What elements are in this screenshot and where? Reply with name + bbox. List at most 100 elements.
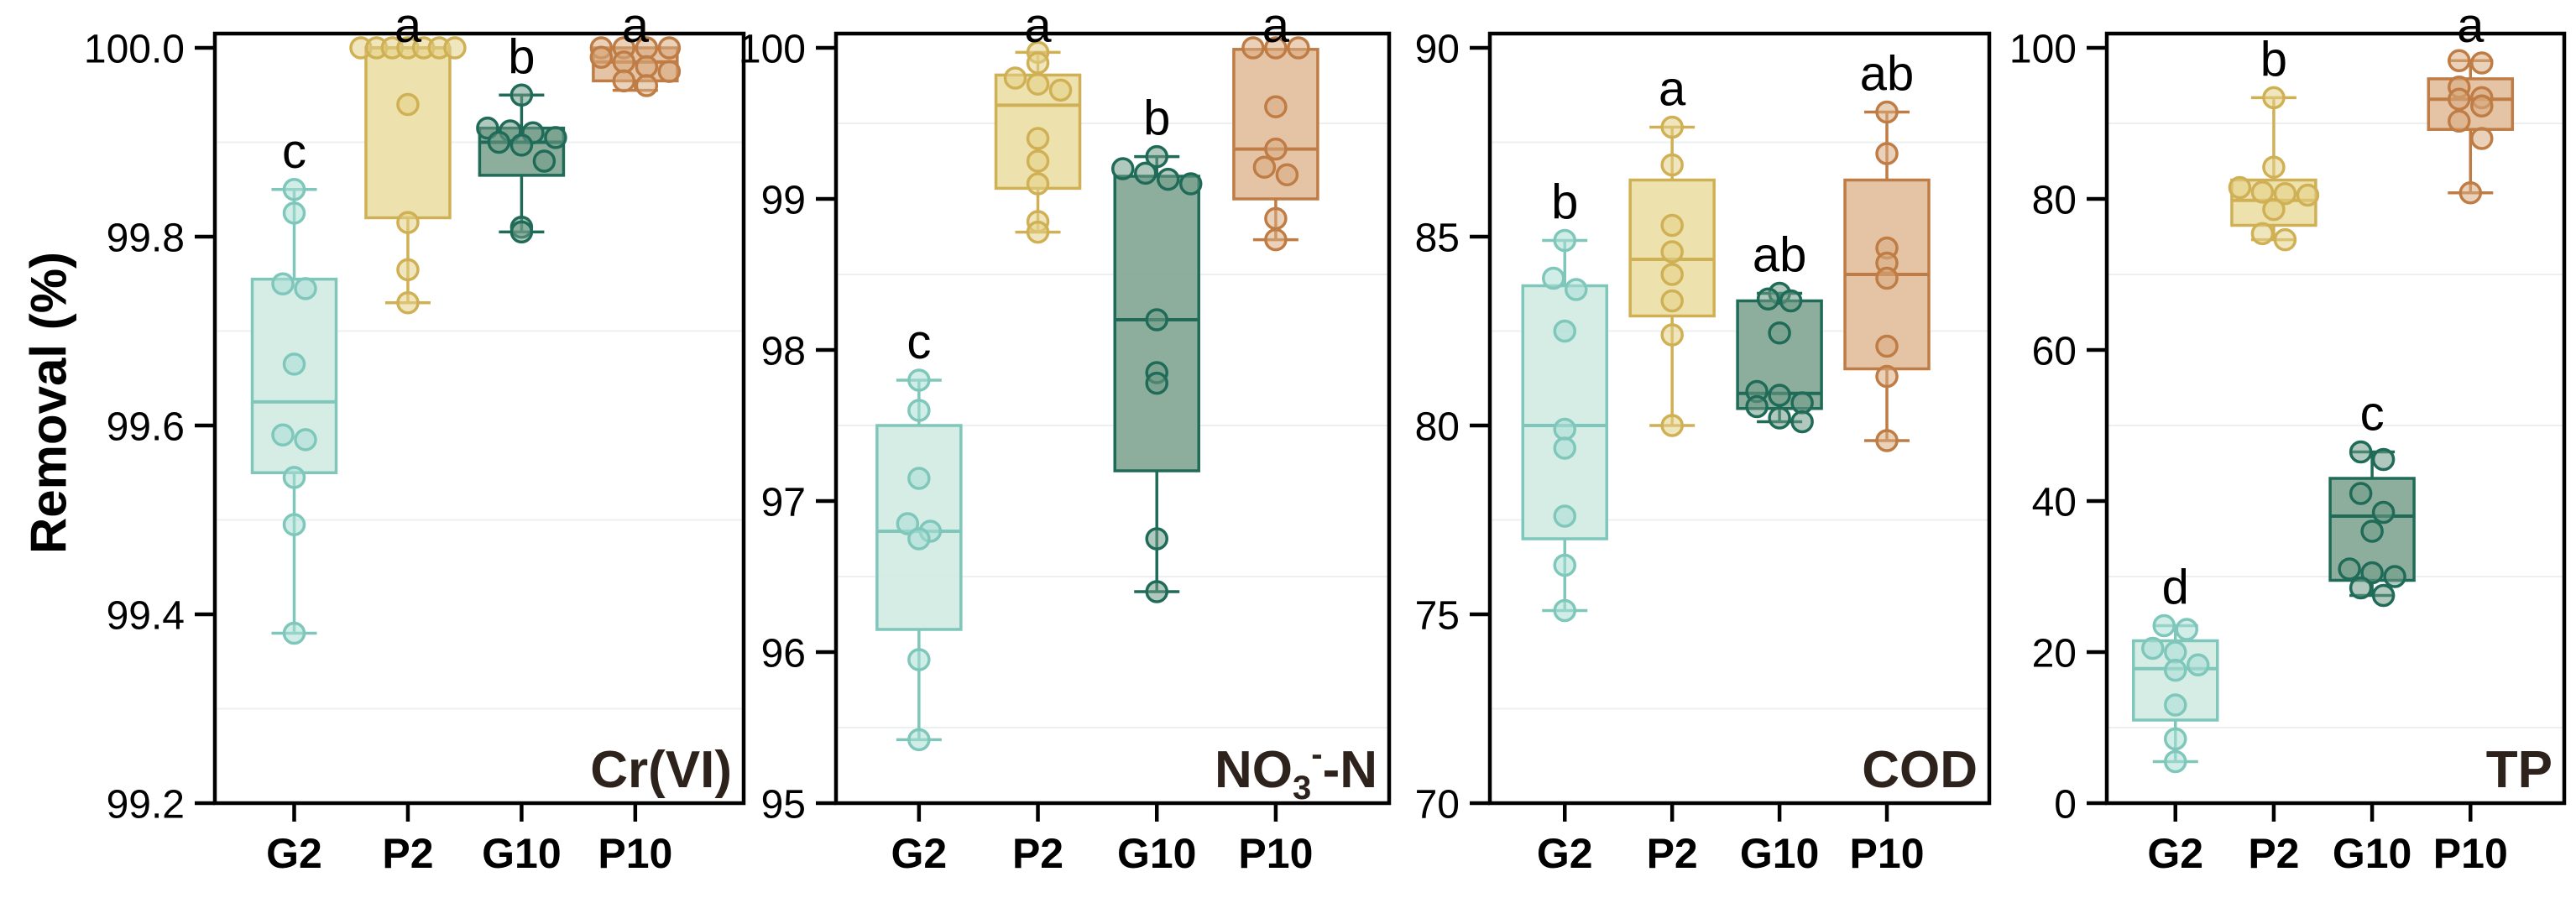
data-point bbox=[271, 272, 295, 295]
y-axis-label: Removal (%) bbox=[20, 252, 78, 554]
data-point bbox=[2187, 653, 2210, 677]
data-point bbox=[1026, 72, 1050, 96]
data-point bbox=[1252, 155, 1277, 179]
data-point bbox=[1026, 220, 1050, 244]
data-point bbox=[1875, 100, 1899, 124]
significance-letter: b bbox=[508, 29, 535, 84]
y-axis-label-text: Removal (%) bbox=[20, 251, 77, 555]
data-point bbox=[282, 466, 306, 489]
data-point bbox=[294, 428, 317, 452]
x-tick-label: G10 bbox=[1117, 830, 1197, 877]
significance-letter: a bbox=[1262, 0, 1290, 53]
data-point bbox=[1048, 78, 1073, 102]
y-tick-label: 99.2 bbox=[107, 782, 185, 827]
significance-letter: b bbox=[2260, 32, 2287, 86]
y-tick-label: 20 bbox=[2032, 631, 2077, 676]
data-point bbox=[1145, 580, 1168, 603]
data-point bbox=[2262, 155, 2286, 179]
data-point bbox=[2470, 127, 2494, 150]
data-point bbox=[1145, 527, 1168, 551]
data-point bbox=[1110, 157, 1135, 180]
data-point bbox=[907, 648, 931, 671]
data-point bbox=[1553, 598, 1576, 623]
data-point bbox=[2262, 86, 2286, 110]
y-tick-label: 80 bbox=[1415, 405, 1460, 449]
data-point bbox=[282, 513, 306, 536]
data-point bbox=[657, 36, 682, 60]
data-point bbox=[1660, 213, 1684, 238]
x-tick-label: P2 bbox=[1012, 830, 1063, 877]
data-point bbox=[907, 467, 931, 490]
data-point bbox=[1287, 36, 1310, 60]
panel-cod: 70 75 80 85 90 b G2 a P2 ab G10 ab P10 COD bbox=[1415, 27, 1992, 877]
data-point bbox=[1542, 266, 1565, 290]
data-point bbox=[2296, 183, 2320, 207]
data-point bbox=[1779, 289, 1803, 313]
y-tick-label: 85 bbox=[1415, 216, 1460, 260]
data-point bbox=[1660, 289, 1684, 313]
data-point bbox=[1553, 553, 1576, 577]
data-point bbox=[2273, 227, 2297, 252]
data-point bbox=[907, 368, 931, 392]
data-point bbox=[2360, 561, 2384, 585]
data-point bbox=[1553, 504, 1576, 528]
y-tick-label: 80 bbox=[2032, 178, 2077, 222]
data-point bbox=[396, 92, 420, 117]
data-point bbox=[589, 45, 614, 69]
boxplot-no3n-G10: b bbox=[1110, 91, 1203, 603]
data-point bbox=[294, 277, 317, 300]
boxplot-tp-P10: a bbox=[2427, 0, 2515, 205]
x-tick-label: P10 bbox=[2433, 830, 2508, 877]
data-point bbox=[635, 74, 659, 97]
data-point bbox=[1003, 66, 1027, 90]
x-tick-label: P10 bbox=[1238, 830, 1313, 877]
data-point bbox=[1768, 321, 1791, 345]
y-tick-label: 97 bbox=[761, 480, 806, 525]
data-point bbox=[1553, 319, 1576, 343]
y-tick-label: 99.4 bbox=[107, 593, 185, 638]
data-point bbox=[1660, 153, 1684, 177]
data-point bbox=[2371, 583, 2396, 608]
boxplot-no3n-G2: c bbox=[875, 315, 963, 752]
data-point bbox=[509, 83, 534, 107]
data-point bbox=[2470, 51, 2494, 75]
data-point bbox=[1145, 308, 1168, 331]
data-point bbox=[282, 178, 306, 201]
y-tick-label: 0 bbox=[2054, 782, 2077, 827]
data-point bbox=[1264, 227, 1288, 252]
data-point bbox=[907, 399, 931, 422]
data-point bbox=[532, 149, 556, 173]
boxplot-crvi-G10: b bbox=[476, 29, 567, 244]
data-point bbox=[1660, 263, 1684, 286]
data-point bbox=[1790, 410, 1814, 434]
x-tick-label: G10 bbox=[2333, 830, 2412, 877]
data-point bbox=[896, 512, 920, 535]
y-tick-label: 90 bbox=[1415, 27, 1460, 71]
data-point bbox=[1553, 436, 1576, 460]
y-tick-label: 75 bbox=[1415, 593, 1460, 638]
plot-border bbox=[2104, 31, 2567, 806]
data-point bbox=[1145, 144, 1168, 169]
data-point bbox=[2448, 87, 2471, 111]
data-point bbox=[2448, 49, 2471, 73]
data-point bbox=[2273, 181, 2297, 206]
x-tick-label: P2 bbox=[1647, 830, 1698, 877]
panel-title-cod: COD bbox=[1862, 741, 1978, 799]
y-tick-label: 100 bbox=[2009, 27, 2077, 71]
boxplot-tp-G10: c bbox=[2328, 387, 2416, 608]
data-point bbox=[1133, 161, 1157, 185]
significance-letter: b bbox=[1551, 175, 1578, 230]
boxplot-crvi-P10: a bbox=[589, 0, 682, 97]
data-point bbox=[509, 133, 534, 157]
y-tick-label: 100.0 bbox=[84, 27, 185, 71]
data-point bbox=[1660, 414, 1684, 437]
y-tick-label: 40 bbox=[2032, 480, 2077, 525]
significance-letter: d bbox=[2162, 561, 2189, 615]
data-point bbox=[396, 258, 420, 282]
data-point bbox=[2371, 500, 2396, 525]
boxplot-no3n-P10: a bbox=[1232, 0, 1319, 252]
boxplot-tp-P2: b bbox=[2228, 32, 2320, 252]
box bbox=[250, 277, 338, 474]
x-tick-label: P10 bbox=[598, 830, 672, 877]
